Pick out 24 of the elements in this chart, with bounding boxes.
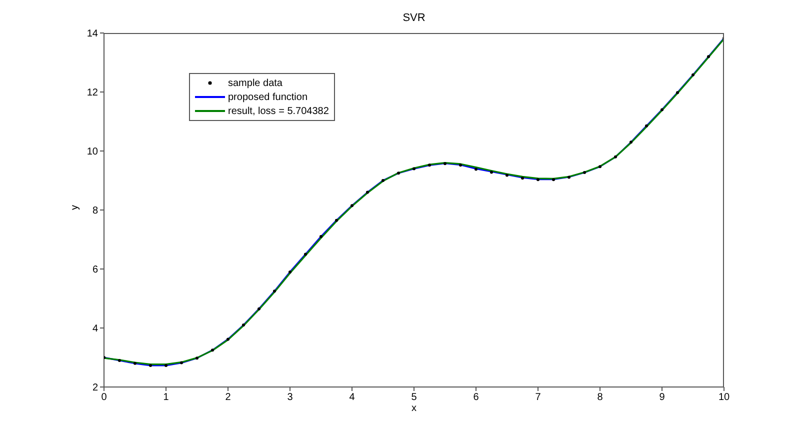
x-tick-label: 9	[659, 392, 666, 404]
x-tick-label: 6	[473, 392, 480, 404]
x-tick-label: 2	[225, 392, 232, 404]
x-tick-label: 10	[718, 392, 730, 404]
x-tick-label: 1	[163, 392, 170, 404]
chart-title: SVR	[402, 12, 426, 24]
y-tick-label: 10	[86, 146, 98, 158]
y-axis-title: y	[70, 205, 81, 210]
x-tick-label: 8	[597, 392, 604, 404]
y-tick-label: 4	[92, 324, 98, 335]
x-axis-title: x	[412, 403, 416, 414]
y-tick-label: 12	[86, 88, 98, 99]
x-tick-label: 4	[349, 392, 356, 404]
x-tick-label: 5	[411, 392, 418, 404]
y-tick-label: 6	[92, 264, 98, 276]
y-tick-label: 2	[92, 382, 98, 394]
y-tick-label: 14	[86, 28, 98, 40]
y-tick-label: 8	[92, 206, 98, 217]
legend-label: proposed function	[228, 92, 308, 102]
x-tick-label: 3	[287, 392, 294, 404]
legend-label: sample data	[228, 78, 282, 88]
x-tick-label: 0	[101, 392, 108, 404]
legend-label: result, loss = 5.704382	[228, 106, 329, 116]
x-tick-label: 7	[535, 392, 542, 404]
